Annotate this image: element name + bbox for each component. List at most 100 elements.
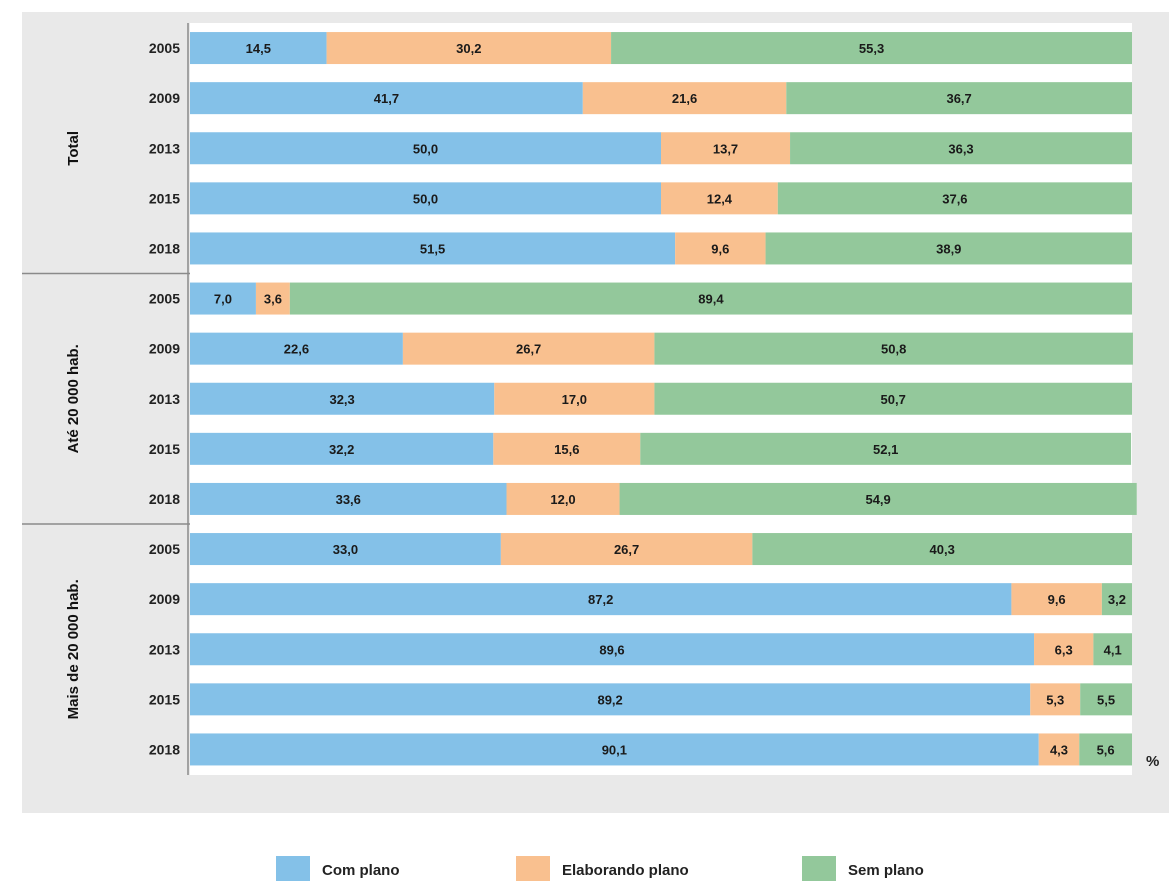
unit-label: %: [1146, 753, 1159, 770]
bar-segment-sem-plano: [1093, 633, 1132, 666]
bar-segment-elaborando-plano: [582, 82, 787, 115]
bar-segment-elaborando-plano: [402, 332, 655, 365]
data-label: 55,3: [859, 41, 884, 56]
data-label: 6,3: [1055, 642, 1073, 657]
data-label: 32,3: [329, 392, 354, 407]
bar-segment-sem-plano: [654, 382, 1132, 415]
data-label: 52,1: [873, 442, 898, 457]
bar-segment-com-plano: [190, 382, 495, 415]
bar-segment-com-plano: [190, 683, 1031, 716]
data-label: 50,7: [881, 392, 906, 407]
bar-segment-com-plano: [190, 733, 1039, 766]
bar-segment-com-plano: [190, 82, 583, 115]
data-label: 89,4: [698, 292, 724, 307]
data-label: 51,5: [420, 241, 445, 256]
bar-segment-com-plano: [190, 633, 1035, 666]
bar-segment-elaborando-plano: [255, 282, 290, 315]
data-label: 7,0: [214, 292, 232, 307]
bar-segment-elaborando-plano: [1034, 633, 1094, 666]
bar-segment-elaborando-plano: [326, 32, 612, 65]
bar-segment-sem-plano: [1079, 733, 1132, 766]
bar-segment-elaborando-plano: [500, 533, 753, 566]
bar-segment-com-plano: [190, 132, 661, 165]
group-dividers: [22, 272, 190, 525]
bar-segment-elaborando-plano: [661, 132, 791, 165]
bar-segment-sem-plano: [640, 432, 1132, 465]
year-label: 2005: [149, 40, 180, 56]
year-label: 2013: [149, 140, 180, 156]
data-label: 3,2: [1108, 592, 1126, 607]
data-label: 14,5: [246, 41, 271, 56]
bar-segment-elaborando-plano: [494, 382, 655, 415]
bar-segment-com-plano: [190, 332, 403, 365]
bar-segment-com-plano: [190, 32, 327, 65]
bar-segment-elaborando-plano: [1030, 683, 1081, 716]
data-label: 9,6: [1048, 592, 1066, 607]
data-label: 50,8: [881, 342, 906, 357]
year-label: 2013: [149, 641, 180, 657]
data-label: 36,7: [946, 91, 971, 106]
year-label: 2005: [149, 541, 180, 557]
data-label: 33,6: [336, 492, 361, 507]
bar-segment-sem-plano: [765, 232, 1132, 265]
year-label: 2018: [149, 741, 180, 757]
bar-segment-sem-plano: [752, 533, 1132, 566]
bar-segment-elaborando-plano: [675, 232, 766, 265]
data-label: 5,5: [1097, 692, 1115, 707]
year-label: 2009: [149, 341, 180, 357]
bar-segment-com-plano: [190, 232, 676, 265]
data-label: 89,6: [599, 642, 624, 657]
bar-segment-sem-plano: [289, 282, 1133, 315]
bar-segment-sem-plano: [654, 332, 1133, 365]
data-label: 37,6: [942, 191, 967, 206]
year-label: 2005: [149, 291, 180, 307]
data-label: 30,2: [456, 41, 481, 56]
data-label: 3,6: [264, 292, 282, 307]
legend-swatch: [276, 856, 310, 881]
bar-segment-com-plano: [190, 182, 661, 215]
group-label: Até 20 000 hab.: [65, 344, 82, 453]
data-label: 5,3: [1046, 692, 1064, 707]
bar-segment-com-plano: [190, 482, 507, 515]
year-label: 2009: [149, 591, 180, 607]
data-label: 32,2: [329, 442, 354, 457]
data-label: 26,7: [614, 542, 639, 557]
bar-segment-sem-plano: [619, 482, 1137, 515]
data-label: 87,2: [588, 592, 613, 607]
legend-swatch: [802, 856, 836, 881]
bar-segment-elaborando-plano: [661, 182, 778, 215]
data-label: 12,0: [550, 492, 575, 507]
data-label: 21,6: [672, 91, 697, 106]
data-label: 89,2: [597, 692, 622, 707]
bar-segment-elaborando-plano: [1011, 583, 1102, 616]
bar-segment-sem-plano: [1101, 583, 1132, 616]
data-label: 41,7: [374, 91, 399, 106]
group-label: Total: [65, 131, 82, 166]
legend-swatch: [516, 856, 550, 881]
legend-label: Com plano: [322, 862, 400, 879]
data-label: 4,3: [1050, 742, 1068, 757]
data-label: 50,0: [413, 191, 438, 206]
legend-label: Sem plano: [848, 862, 924, 879]
bar-segment-com-plano: [190, 282, 256, 315]
legend-label: Elaborando plano: [562, 862, 689, 879]
year-label: 2015: [149, 691, 180, 707]
year-label: 2018: [149, 240, 180, 256]
year-label: 2015: [149, 441, 180, 457]
data-label: 90,1: [602, 742, 627, 757]
bar-segment-elaborando-plano: [506, 482, 620, 515]
bar-segment-sem-plano: [611, 32, 1132, 65]
legend: Com plano Elaborando plano Sem plano: [276, 856, 924, 881]
data-label: 22,6: [284, 342, 309, 357]
bar-segment-elaborando-plano: [493, 432, 641, 465]
data-label: 4,1: [1104, 642, 1122, 657]
data-label: 9,6: [711, 241, 729, 256]
data-label: 12,4: [707, 191, 733, 206]
year-label: 2013: [149, 391, 180, 407]
year-label: 2009: [149, 90, 180, 106]
year-labels: 2005 2009 2013 2015 2018 2005 2009 2013 2015 2018…: [149, 40, 180, 757]
data-label: 13,7: [713, 141, 738, 156]
bar-segment-sem-plano: [1080, 683, 1132, 716]
